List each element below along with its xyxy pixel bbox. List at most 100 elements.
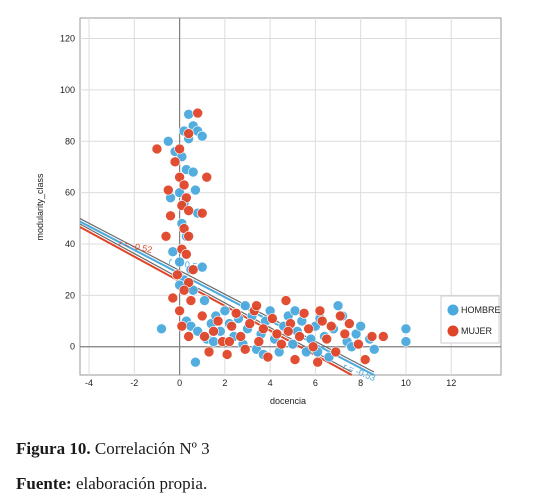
point-mujer (178, 284, 190, 296)
point-hombre (156, 323, 167, 335)
point-hombre (196, 261, 208, 273)
point-mujer (378, 331, 389, 342)
point-hombre (187, 166, 199, 178)
x-tick-label: -2 (130, 378, 138, 388)
x-tick-label: -4 (85, 378, 93, 388)
legend: HOMBRE MUJER (440, 295, 501, 344)
point-mujer (280, 295, 292, 306)
point-mujer (251, 300, 262, 311)
point-hombre (199, 295, 210, 306)
point-mujer (196, 207, 208, 219)
point-mujer (271, 328, 283, 340)
point-mujer (187, 264, 199, 275)
fit-line-shadow (79, 218, 375, 373)
point-mujer (181, 248, 192, 260)
point-mujer (160, 231, 172, 242)
figure-number: Figura 10. (16, 439, 91, 458)
point-mujer (196, 310, 208, 322)
point-mujer (344, 318, 355, 329)
point-mujer (172, 269, 183, 281)
y-tick-label: 40 (65, 239, 75, 249)
point-mujer (201, 171, 213, 183)
point-hombre (368, 344, 380, 355)
point-mujer (334, 310, 346, 322)
point-mujer (267, 313, 278, 324)
point-mujer (224, 336, 235, 347)
point-mujer (183, 331, 194, 342)
legend-marker-mujer (447, 325, 459, 337)
source-caption: Fuente: elaboración propia. (16, 474, 207, 494)
legend-marker-hombre (447, 304, 459, 316)
point-mujer (289, 354, 301, 365)
point-mujer (330, 346, 342, 358)
x-axis-title: docencia (270, 396, 306, 406)
point-mujer (258, 323, 269, 335)
legend-label-hombre: HOMBRE (461, 305, 501, 315)
point-hombre (208, 336, 219, 347)
point-mujer (165, 210, 176, 222)
point-hombre (332, 300, 344, 311)
point-mujer (199, 331, 210, 342)
point-mujer (208, 326, 219, 337)
point-mujer (183, 231, 194, 242)
point-mujer (294, 331, 305, 342)
point-mujer (221, 349, 233, 360)
figure-title: Correlación Nº 3 (90, 439, 210, 458)
point-hombre (190, 356, 201, 368)
y-axis-title: modularity_class (35, 173, 45, 241)
point-mujer (203, 346, 215, 358)
y-tick-label: 60 (65, 188, 75, 198)
source-text: elaboración propia. (71, 474, 208, 493)
point-mujer (167, 292, 179, 304)
x-tick-label: 12 (446, 378, 456, 388)
point-hombre (287, 338, 299, 350)
point-hombre (400, 336, 412, 347)
point-hombre (183, 109, 194, 120)
point-hombre (400, 323, 412, 335)
point-mujer (174, 143, 185, 155)
x-tick-label: 4 (268, 378, 273, 388)
point-mujer (176, 320, 188, 332)
point-mujer (307, 341, 319, 353)
point-mujer (151, 143, 163, 155)
point-hombre (289, 305, 301, 317)
x-tick-label: 6 (313, 378, 318, 388)
point-mujer (312, 356, 323, 368)
scatter-chart: r = -0.52r = -0.53r = -0.53 -4 -2 0 2 4 6 8 10 1… (35, 17, 502, 406)
point-mujer (174, 305, 185, 317)
y-tick-label: 120 (60, 34, 75, 44)
figure-caption: Figura 10. Correlación Nº 3 (16, 439, 210, 459)
y-tick-label: 0 (70, 342, 75, 352)
point-hombre (174, 256, 185, 268)
point-hombre (196, 130, 208, 142)
point-mujer (230, 308, 242, 319)
point-mujer (282, 326, 294, 337)
x-tick-label: 10 (401, 378, 411, 388)
point-hombre (239, 300, 251, 311)
point-mujer (235, 331, 247, 342)
x-tick-label: 8 (358, 378, 363, 388)
point-mujer (183, 205, 194, 216)
point-mujer (169, 156, 181, 168)
point-mujer (359, 354, 371, 365)
point-hombre (190, 184, 201, 196)
fit-line-hombre (79, 220, 375, 376)
point-mujer (321, 333, 333, 345)
point-mujer (178, 179, 190, 191)
point-mujer (353, 338, 364, 350)
point-mujer (162, 184, 174, 196)
point-mujer (366, 331, 378, 342)
y-tick-label: 80 (65, 136, 75, 146)
point-mujer (298, 308, 310, 319)
point-mujer (262, 351, 274, 363)
point-mujer (325, 320, 337, 332)
point-mujer (183, 128, 194, 139)
x-tick-label: 2 (222, 378, 227, 388)
legend-label-mujer: MUJER (461, 326, 492, 336)
point-hombre (219, 305, 231, 317)
y-tick-label: 100 (60, 85, 75, 95)
point-hombre (167, 246, 179, 258)
x-tick-label: 0 (177, 378, 182, 388)
point-mujer (276, 338, 287, 350)
